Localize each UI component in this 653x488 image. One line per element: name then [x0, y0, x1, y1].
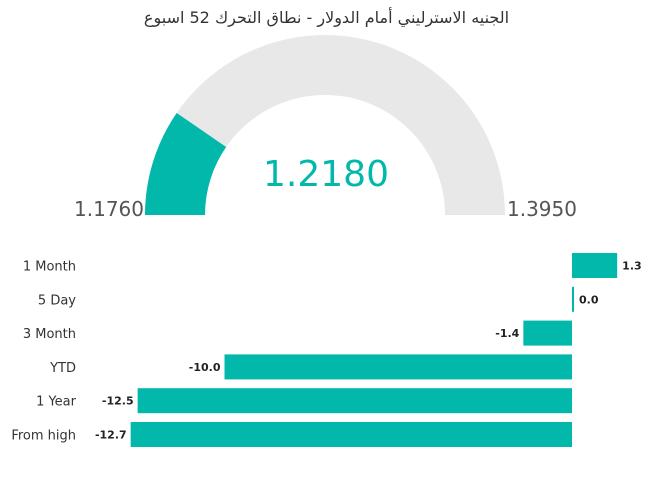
category-label: 1 Month [23, 260, 76, 275]
data-label: -12.5 [102, 395, 134, 408]
gauge-max-label: 1.3950 [507, 197, 577, 221]
category-label: YTD [49, 361, 76, 376]
data-label: -10.0 [189, 361, 221, 374]
category-label: From high [11, 429, 76, 444]
gauge-min-label: 1.1760 [74, 197, 144, 221]
bar [130, 422, 573, 447]
category-label: 3 Month [23, 327, 76, 342]
data-label: -12.7 [95, 429, 127, 442]
bar [137, 388, 572, 414]
gauge-track [145, 35, 505, 215]
data-label: -1.4 [495, 327, 519, 340]
category-label: 5 Day [38, 293, 76, 308]
bar [572, 253, 618, 278]
bar [572, 286, 574, 312]
bar [523, 320, 572, 346]
data-label: 0.0 [579, 293, 599, 306]
gauge-fill [145, 112, 227, 215]
category-label: 1 Year [36, 395, 77, 410]
gauge-value: 1.2180 [263, 154, 389, 195]
bar [224, 354, 572, 380]
chart-title: الجنيه الاسترليني أمام الدولار - نطاق ال… [143, 8, 510, 27]
gauge-chart [145, 35, 505, 215]
data-label: 1.3 [622, 260, 642, 273]
